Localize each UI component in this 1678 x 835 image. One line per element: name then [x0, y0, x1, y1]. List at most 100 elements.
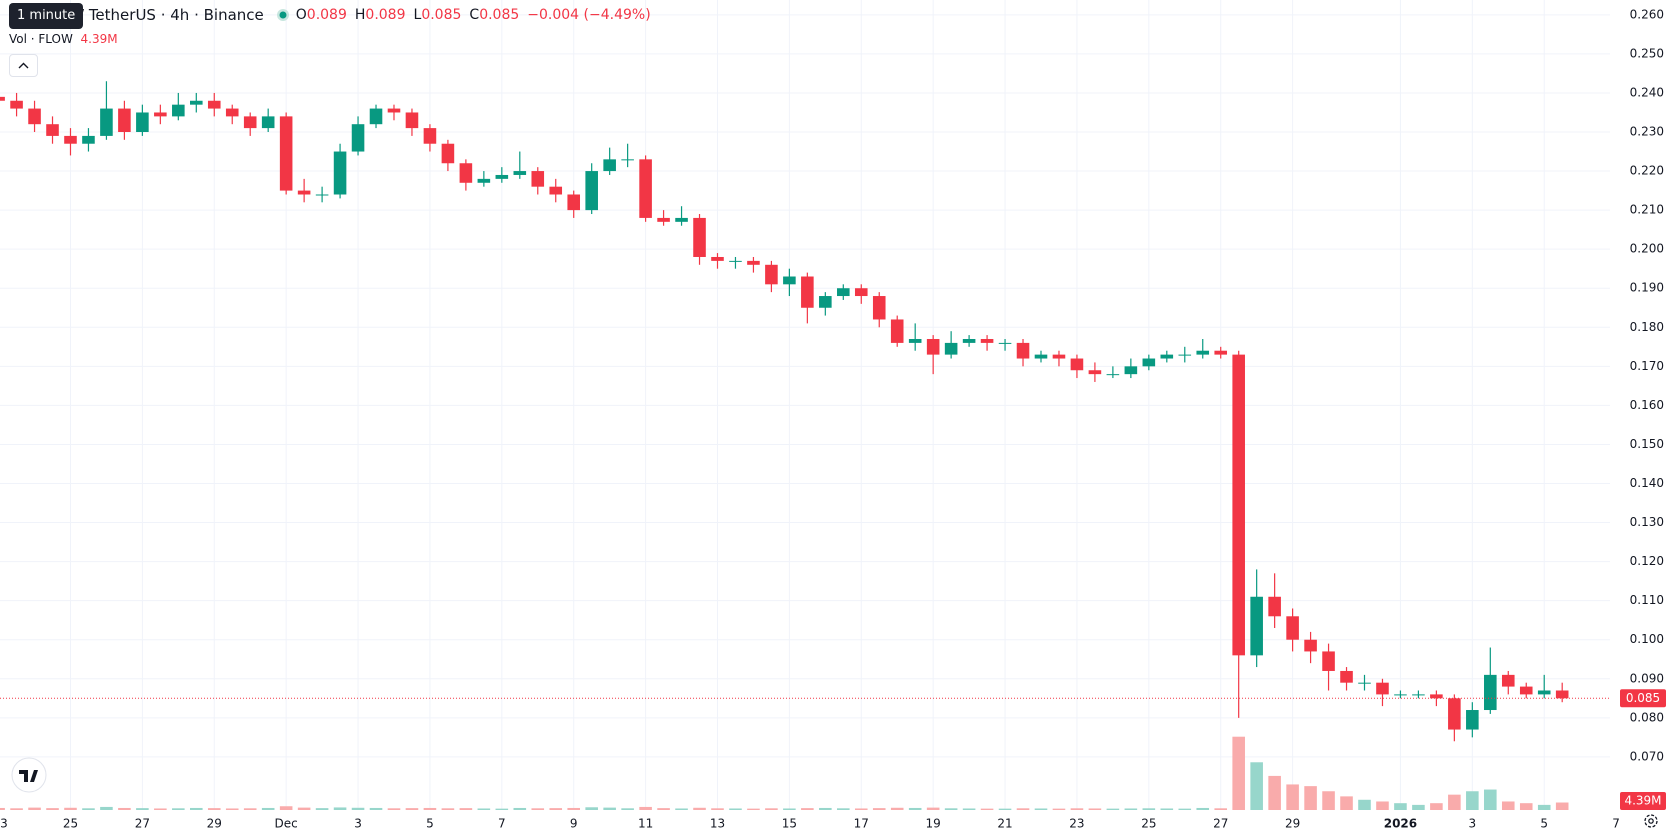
candle-body — [675, 217, 688, 222]
volume-bar — [423, 807, 437, 810]
volume-bar — [387, 808, 401, 810]
candle-body — [387, 108, 401, 113]
candle-body — [441, 143, 455, 164]
volume-bar — [154, 808, 167, 810]
candle-body — [531, 171, 545, 187]
y-tick-label: 0.070 — [1630, 749, 1664, 763]
x-tick-label: 7 — [498, 817, 506, 831]
y-tick-label: 0.090 — [1630, 671, 1664, 685]
volume-bar — [315, 808, 329, 810]
candle-body — [225, 108, 239, 117]
x-tick-label: 9 — [570, 817, 578, 831]
candle-body — [207, 100, 221, 109]
x-tick-label: 25 — [63, 817, 78, 831]
candle-body — [333, 151, 347, 195]
volume-bar — [10, 808, 23, 810]
collapse-button[interactable] — [9, 54, 38, 77]
x-tick-label: Dec — [275, 817, 298, 831]
volume-bar — [675, 808, 688, 810]
candle-body — [28, 108, 41, 125]
volume-bar — [980, 808, 994, 810]
candle-body — [1178, 354, 1192, 356]
volume-bar — [603, 807, 616, 810]
volume-bar — [279, 806, 293, 810]
volume-bar — [477, 808, 491, 810]
volume-bar — [1124, 808, 1138, 810]
candle-body — [1196, 350, 1210, 355]
volume-bar — [1106, 808, 1120, 810]
candle-body — [513, 171, 527, 175]
volume-bar — [549, 808, 563, 810]
volume-bar — [801, 808, 814, 810]
last-price-tag — [1620, 689, 1666, 708]
candle-body — [783, 276, 796, 285]
volume-bar — [837, 808, 850, 810]
candle-body — [261, 116, 275, 129]
candle-body — [908, 338, 922, 343]
volume-bar — [28, 807, 41, 810]
volume-tag — [1620, 792, 1666, 810]
candle-body — [1142, 358, 1156, 367]
y-tick-label: 0.230 — [1630, 125, 1664, 139]
volume-bar — [872, 808, 886, 810]
candle-body — [1322, 651, 1335, 671]
candle-body — [603, 159, 616, 172]
x-tick-label: 13 — [710, 817, 725, 831]
y-tick-label: 0.170 — [1630, 359, 1664, 373]
candle-body — [1519, 686, 1533, 695]
volume-bar — [1322, 791, 1335, 810]
settings[interactable] — [1644, 814, 1658, 828]
y-tick-label: 0.160 — [1630, 398, 1664, 412]
candle-body — [297, 190, 311, 195]
volume-bar — [118, 807, 131, 810]
candle-body — [1555, 690, 1569, 699]
volume-bar — [225, 808, 239, 810]
y-tick-label: 0.130 — [1630, 515, 1664, 529]
y-tick-label: 0.200 — [1630, 242, 1664, 256]
candle-body — [1394, 694, 1407, 696]
candle-body — [1052, 354, 1066, 359]
volume-bar — [585, 807, 598, 810]
volume-bar — [1034, 808, 1048, 810]
candle-body — [980, 338, 994, 343]
candle-body — [1358, 682, 1371, 684]
symbol[interactable]: / TetherUS · 4h · Binance — [79, 6, 264, 24]
l-label: L — [413, 7, 422, 23]
c-value: 0.085 — [479, 7, 520, 23]
candle-body — [351, 124, 365, 152]
candle-body — [854, 288, 868, 297]
candle-body — [962, 338, 976, 343]
volume-bar — [190, 807, 203, 810]
x-tick-label: 5 — [1540, 817, 1548, 831]
volume-bar — [64, 807, 77, 810]
volume-bar — [1501, 801, 1515, 810]
h-value: 0.089 — [365, 7, 406, 23]
candle-body — [423, 128, 437, 144]
candle-body — [136, 112, 149, 133]
candle-body — [172, 104, 185, 117]
volume-bar — [1376, 801, 1389, 810]
x-tick-label: 25 — [1141, 817, 1156, 831]
candle-body — [10, 100, 23, 109]
y-tick-label: 0.080 — [1630, 710, 1664, 724]
volume-name[interactable]: Vol · FLOW — [9, 32, 73, 46]
volume-bar — [172, 808, 185, 810]
candle-body — [765, 264, 778, 285]
candle-body — [944, 342, 958, 355]
volume-bar — [1250, 762, 1263, 810]
x-tick-label: 29 — [1285, 817, 1300, 831]
legend: / TetherUS · 4h · Binance O 0.089 H 0.089 … — [79, 6, 654, 24]
candle-body — [1501, 674, 1515, 687]
y-tick-label: 0.260 — [1630, 7, 1664, 21]
candle-body — [711, 256, 724, 261]
y-tick-label: 0.110 — [1630, 593, 1664, 607]
candle-body — [1268, 596, 1281, 617]
candle-body — [1466, 710, 1479, 730]
volume-bar — [1232, 736, 1245, 810]
volume-bar — [1070, 808, 1084, 810]
candle-body — [585, 171, 598, 211]
y-tick-label: 0.140 — [1630, 476, 1664, 490]
marks — [0, 81, 1569, 810]
x-tick-label: 21 — [997, 817, 1012, 831]
